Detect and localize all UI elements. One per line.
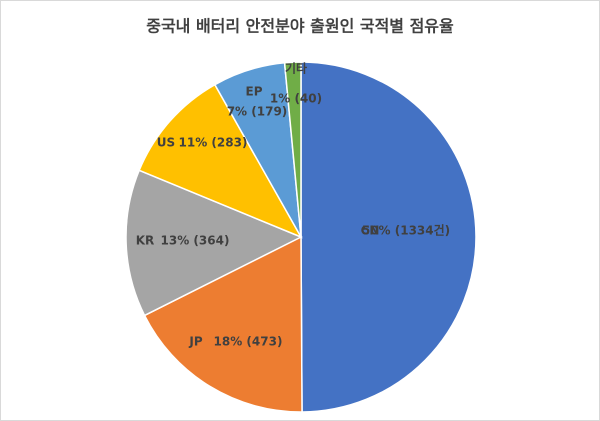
pie-slice <box>125 169 303 317</box>
pie-slice <box>283 61 302 238</box>
pie-slice <box>300 61 477 413</box>
slice-value-label: 11% (283) <box>179 136 248 150</box>
slice-category-label: KR <box>136 234 155 248</box>
slice-value-label: 50% (1334건) <box>362 223 450 238</box>
pie-slice <box>143 235 303 413</box>
slice-category-label: US <box>157 136 175 150</box>
slice-value-label: 7% (179) <box>227 105 288 119</box>
slice-category-label: 기타 <box>285 61 307 76</box>
slice-category-label: CN <box>361 224 380 238</box>
slice-value-label: 1% (40) <box>270 92 322 106</box>
pie-slice <box>138 83 303 239</box>
slice-category-label: JP <box>188 335 202 349</box>
slice-category-label: EP <box>246 85 263 99</box>
slice-value-label: 18% (473) <box>214 335 283 349</box>
slice-value-label: 13% (364) <box>161 234 230 248</box>
chart-title: 중국내 배터리 안전분야 출원인 국적별 점유율 <box>146 17 454 36</box>
